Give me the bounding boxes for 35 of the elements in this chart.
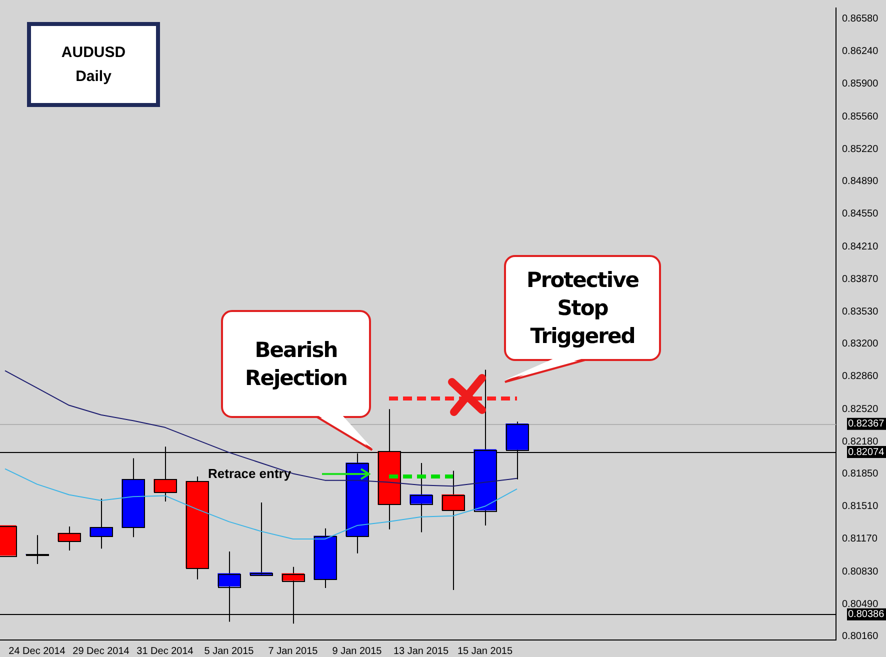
x-tick-label: 13 Jan 2015 (393, 646, 449, 657)
y-tick-label: 0.85560 (842, 111, 879, 122)
ref-line-label: 0.82367 (848, 418, 885, 430)
x-tick-label: 5 Jan 2015 (204, 646, 254, 657)
y-tick-label: 0.81850 (842, 468, 879, 480)
y-tick-label: 0.85900 (842, 78, 879, 90)
y-tick-label: 0.84210 (842, 241, 879, 252)
y-tick-label: 0.81510 (842, 501, 879, 512)
y-tick-label: 0.82180 (842, 436, 879, 448)
x-tick-label: 7 Jan 2015 (268, 646, 318, 657)
y-tick-label: 0.83530 (842, 306, 879, 318)
y-tick-label: 0.83870 (842, 274, 879, 286)
annotation: Protective Stop Triggered (525, 267, 640, 350)
x-tick-label: 24 Dec 2014 (8, 646, 66, 657)
y-tick-label: 0.86240 (842, 46, 879, 58)
ref-line-label: 0.82074 (848, 446, 885, 458)
y-tick-label: 0.85220 (842, 144, 879, 156)
y-tick-label: 0.80490 (842, 599, 879, 610)
text: AUDUSD Daily (60, 42, 127, 86)
y-tick-label: 0.80830 (842, 566, 879, 578)
annotation: Retrace entry (208, 466, 292, 481)
y-tick-label: 0.81170 (842, 534, 878, 545)
ref-line-label: 0.80386 (848, 609, 885, 620)
annotation: Bearish Rejection (244, 337, 348, 392)
y-tick-label: 0.84890 (842, 176, 879, 187)
x-tick-label: 15 Jan 2015 (457, 646, 513, 657)
y-tick-label: 0.82860 (842, 371, 879, 382)
x-tick-label: 31 Dec 2014 (136, 646, 194, 657)
x-tick-label: 29 Dec 2014 (72, 646, 130, 657)
x-tick-label: 9 Jan 2015 (332, 646, 382, 657)
y-tick-label: 0.86580 (842, 13, 879, 24)
y-tick-label: 0.80160 (842, 630, 879, 642)
y-tick-label: 0.82520 (842, 404, 879, 415)
y-tick-label: 0.84550 (842, 208, 879, 220)
y-tick-label: 0.83200 (842, 338, 879, 350)
